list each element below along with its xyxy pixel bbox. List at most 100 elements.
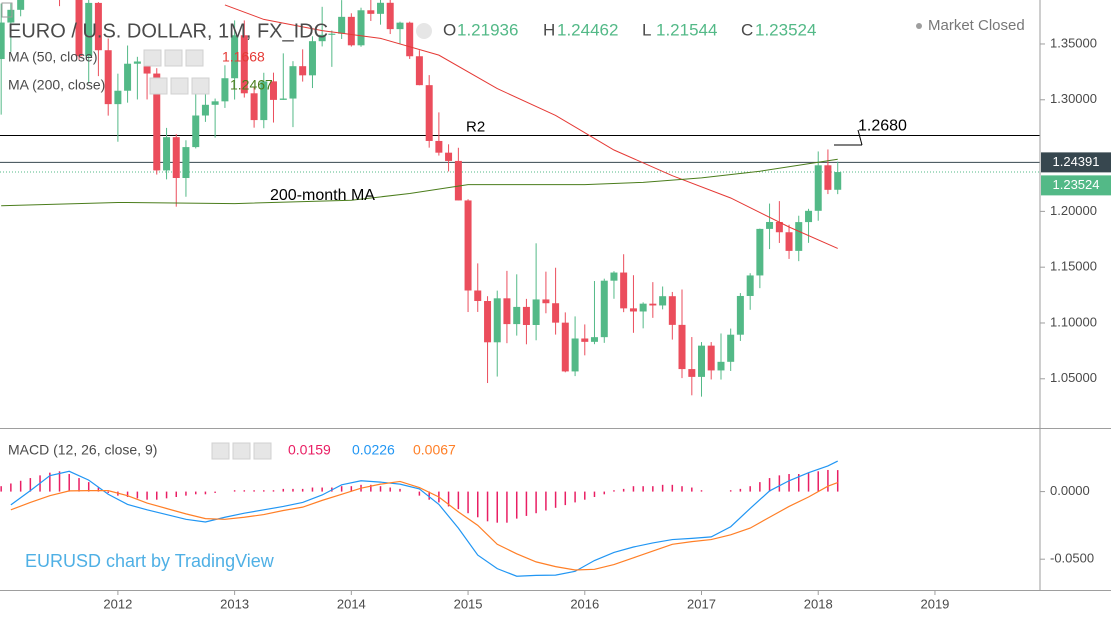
candle-body [211,101,219,105]
candle-body [532,299,540,325]
candle-body [260,81,268,121]
candle-body [542,299,550,304]
y-tick-label: 1.35000 [1050,35,1097,50]
candle-body [474,290,482,301]
candle-body [688,369,696,377]
candle-body [182,147,190,179]
level-price: 1.2680 [858,118,907,135]
indicator-label: MA (200, close) [8,77,105,93]
y-tick-label: 1.15000 [1050,259,1097,274]
watermark: EURUSD chart by TradingView [25,551,275,571]
ohlc-key: O [443,20,456,39]
candle-body [824,165,832,190]
candle-body [513,306,521,325]
candle-body [493,298,501,343]
collapse-button[interactable] [1,2,13,18]
level-name: R2 [466,118,485,135]
status-dot [916,23,922,29]
indicator-label: MACD (12, 26, close, 9) [8,442,157,458]
price-pane [0,0,1040,397]
line-series [10,480,838,571]
ohlc-value: 1.21936 [457,20,518,39]
candle-body [610,272,618,281]
x-tick-label: 2013 [220,596,249,611]
indicator-value: 1.2467 [230,77,273,93]
candle-body [415,56,423,86]
candle-body [0,22,5,60]
price-tag-label: 1.23524 [1053,177,1100,192]
line-series [1,158,838,207]
line-series [224,4,838,249]
candle-body [289,66,297,99]
candle-body [396,22,404,30]
candle-body [736,295,744,335]
candle-body [746,275,754,296]
visibility-button[interactable] [416,23,432,39]
price-tag-label: 1.24391 [1053,154,1100,169]
candle-body [143,61,151,74]
candle-body [639,303,647,312]
settings-button[interactable] [232,442,251,460]
candle-body [571,338,579,372]
ohlc-key: H [543,20,555,39]
candle-body [561,322,569,372]
ohlc-value: 1.24462 [557,20,618,39]
remove-button[interactable] [191,77,210,95]
candle-body [805,210,813,223]
y-tick-label: 1.20000 [1050,203,1097,218]
candle-body [756,228,764,276]
candle-body [727,334,735,362]
candle-body [795,222,803,251]
candle-body [377,2,385,14]
x-tick-label: 2017 [687,596,716,611]
candle-body [201,104,209,116]
candle-body [94,2,102,51]
candle-body [240,35,248,94]
candle-body [124,63,132,91]
candle-body [163,137,171,171]
candle-body [581,338,589,342]
candle-body [308,41,316,76]
x-tick-label: 2019 [920,596,949,611]
candle-body [464,200,472,291]
candle-body [269,81,277,100]
candle-body [659,296,667,306]
visibility-button[interactable] [143,49,162,67]
candle-body [717,361,725,371]
candle-body [785,232,793,251]
price-tag [1041,175,1111,196]
candle-body [318,34,326,42]
level-pointer [857,129,863,146]
candle-body [172,137,180,179]
macd-buttons [211,442,272,460]
line-series [10,460,838,577]
settings-button[interactable] [170,77,189,95]
candle-body [445,152,453,161]
candle-body [386,2,394,30]
candle-body [629,308,637,312]
remove-button[interactable] [253,442,272,460]
candle-body [338,16,346,34]
candle-body [231,35,239,79]
candle-body [834,172,842,190]
candle-body [367,10,375,14]
indicator-value: 0.0226 [352,442,395,458]
indicator-value: 1.1668 [222,49,265,65]
price-tag [1041,152,1111,173]
candle-body [133,61,141,64]
candle-body [814,165,822,211]
candle-body [435,140,443,153]
candle-body [620,272,628,309]
remove-button[interactable] [185,49,204,67]
y-tick-label: 1.30000 [1050,91,1097,106]
macd-pane [0,460,839,577]
ohlc-value: 1.21544 [656,20,717,39]
indicator-value: 0.0159 [288,442,331,458]
candle-body [484,300,492,343]
visibility-button[interactable] [211,442,230,460]
candle-body [250,93,258,121]
settings-button[interactable] [164,49,183,67]
candle-body [425,85,433,141]
visibility-button[interactable] [149,77,168,95]
